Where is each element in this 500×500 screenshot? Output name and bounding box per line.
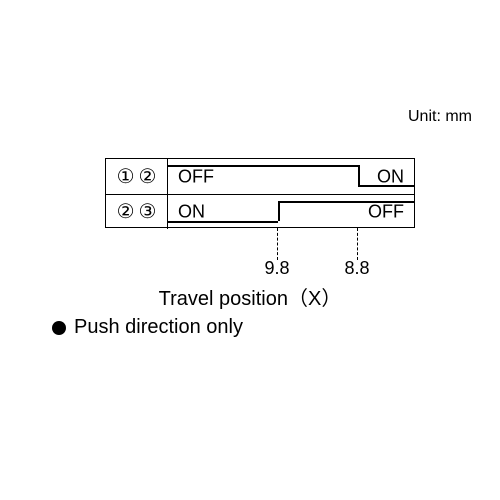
terminal-number: ③ [139,202,157,222]
state-label-left: ON [178,202,205,223]
diagram-row: ① ② OFF ON [106,159,414,194]
tick-label: 9.8 [264,258,289,279]
state-area: ON OFF [168,195,414,229]
state-diagram: ① ② OFF ON ② ③ ON OFF [105,158,415,228]
waveform-seg [168,221,278,223]
tick-line [277,228,278,260]
bullet-icon [52,321,66,335]
figure-root: Unit: mm ① ② OFF ON ② ③ ON [0,0,500,500]
waveform-seg [358,165,360,185]
terminal-number: ② [117,202,135,222]
note-text: Push direction only [74,316,243,339]
waveform-seg [358,185,414,187]
waveform-seg [278,201,280,221]
state-label-right: ON [377,166,404,187]
diagram-row: ② ③ ON OFF [106,194,414,229]
terminal-cell: ② ③ [106,195,168,229]
tick-line [357,228,358,260]
state-area: OFF ON [168,159,414,194]
waveform-seg [168,165,358,167]
terminal-number: ② [139,167,157,187]
terminal-cell: ① ② [106,159,168,194]
tick-label: 8.8 [344,258,369,279]
unit-label: Unit: mm [408,108,472,126]
state-label-left: OFF [178,166,214,187]
state-label-right: OFF [368,202,404,223]
waveform-seg [278,201,414,203]
note: Push direction only [52,316,243,339]
terminal-number: ① [117,167,135,187]
axis-title: Travel position（X） [159,282,342,311]
